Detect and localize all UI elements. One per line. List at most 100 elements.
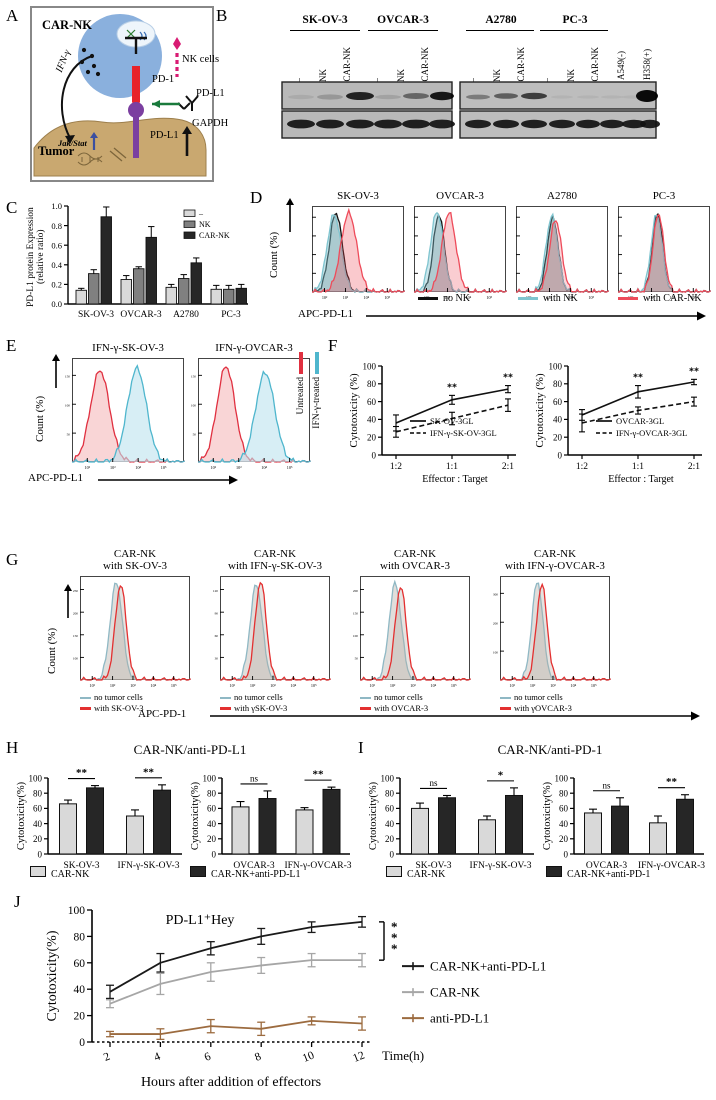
legend-label: with NK [543, 293, 578, 304]
panel-label-D: D [250, 188, 263, 207]
blot-group-a2780: A2780 [485, 14, 517, 26]
flow-title-line1: CAR-NK [253, 548, 297, 560]
svg-text:200: 200 [353, 589, 358, 593]
svg-text:20: 20 [385, 834, 395, 844]
svg-text:ns: ns [429, 778, 438, 788]
flow-title-line2: with IFN-γ-OVCAR-3 [505, 560, 605, 573]
legend-item: with SK-OV-3 [80, 703, 216, 714]
legend-label: Untreated [296, 377, 306, 415]
svg-text:80: 80 [74, 931, 86, 943]
svg-text:80: 80 [33, 789, 43, 799]
label-pd1: PD-1 [152, 74, 175, 85]
svg-text:IFN-γ-SK-OV-3GL: IFN-γ-SK-OV-3GL [430, 428, 497, 438]
flow-plot: CAR-NK with IFN-γ-SK-OV-3 30 60 90 120 10¹ 10² 1… [213, 548, 331, 688]
svg-text:20: 20 [74, 1011, 86, 1023]
panel-i-title: CAR-NK/anti-PD-1 [497, 742, 603, 757]
svg-text:80: 80 [367, 379, 377, 389]
svg-text:10⁵: 10⁵ [171, 683, 177, 688]
svg-text:PC-3: PC-3 [221, 310, 241, 320]
svg-text:1.0: 1.0 [51, 201, 62, 211]
svg-text:SK-OV-3: SK-OV-3 [415, 861, 451, 871]
svg-text:10²: 10² [211, 465, 217, 470]
legend-label: CAR-NK+anti-PD-L1 [211, 869, 301, 880]
svg-text:100: 100 [363, 361, 377, 371]
panel-i-right-chart: 0 20 40 60 80 100 OVCAR-3 ns IFN-γ-OVCAR-3 ** Cyto… [540, 762, 708, 884]
flow-title-line1: CAR-NK [113, 548, 157, 560]
legend-swatch [618, 297, 638, 301]
svg-text:2:1: 2:1 [688, 462, 700, 472]
panel-e-x-arrow-icon [98, 475, 238, 485]
svg-text:10²: 10² [85, 465, 91, 470]
legend-label: CAR-NK+anti-PD-1 [567, 869, 651, 880]
flow-plot: IFN-γ-OVCAR-3 50 100 150 10² 10³ 10⁴ 10⁵ [191, 342, 311, 470]
svg-text:10⁴: 10⁴ [151, 683, 157, 688]
svg-text:150: 150 [65, 375, 70, 379]
legend-item: no NK [418, 293, 470, 304]
legend-item: CAR-NK [386, 866, 445, 880]
svg-text:100: 100 [73, 657, 78, 661]
legend-swatch [518, 297, 538, 301]
blot-group-underline [540, 30, 608, 32]
svg-text:ns: ns [602, 780, 611, 790]
panel-e-legend: Untreated IFN-γ-treated [296, 352, 336, 472]
svg-text:**: ** [633, 373, 643, 384]
svg-text:80: 80 [559, 789, 569, 799]
svg-text:40: 40 [385, 819, 395, 829]
svg-text:150: 150 [73, 634, 78, 638]
svg-text:Cytotoxicity (%): Cytotoxicity (%) [348, 373, 360, 448]
svg-text:1:2: 1:2 [576, 462, 588, 472]
panel-label-A: A [6, 6, 19, 25]
legend-swatch [220, 696, 231, 700]
panel-g-up-arrow-icon [64, 584, 72, 618]
green-arrow-icon [152, 100, 180, 108]
panel-c-chart: 0.0 0.2 0.4 0.6 0.8 1.0 SK-OV-3 OVCAR-3 A2780 PC-… [22, 200, 252, 325]
blot-group-underline [368, 30, 438, 32]
svg-text:OVCAR-3GL: OVCAR-3GL [616, 416, 664, 426]
svg-text:IFN-γ-OVCAR-3GL: IFN-γ-OVCAR-3GL [616, 428, 687, 438]
legend-item: with CAR-NK [618, 293, 702, 304]
jakstat-up-arrow-icon [90, 132, 98, 150]
blot-group-underline [466, 30, 534, 32]
svg-text:IFN-γ-OVCAR-3: IFN-γ-OVCAR-3 [638, 861, 705, 871]
legend-swatch [80, 696, 91, 700]
svg-text:0.8: 0.8 [51, 221, 62, 231]
legend-swatch [418, 297, 438, 301]
svg-text:10⁴: 10⁴ [466, 295, 472, 300]
label-pdl1: PD-L1 [150, 130, 179, 141]
magenta-marker-icon [173, 37, 181, 77]
svg-text:0: 0 [212, 849, 217, 859]
panel-f-right-chart: 0 20 40 60 80 100 1:2 1:1 2:1 ** ** OVCAR-3GL IFN-γ-… [532, 352, 708, 487]
svg-text:10³: 10³ [547, 295, 553, 300]
panel-b-blot: SK-OV-3 OVCAR-3 A2780 PC-3 NK cells – NK… [182, 10, 708, 150]
svg-text:100: 100 [203, 773, 217, 783]
lane-label: CAR-NK [590, 47, 600, 82]
legend-item: no tumor cells [500, 692, 636, 703]
svg-text:8: 8 [253, 1050, 263, 1063]
flow-title-line1: CAR-NK [533, 548, 577, 560]
blot-label-gapdh: GAPDH [192, 118, 229, 129]
svg-text:IFN-γ-SK-OV-3: IFN-γ-SK-OV-3 [470, 861, 532, 871]
legend-swatch [386, 866, 402, 877]
label-jakstat: Jak/Stat [58, 138, 87, 148]
panel-label-J: J [14, 892, 21, 911]
svg-text:CAR-NK: CAR-NK [199, 231, 230, 240]
svg-text:100: 100 [191, 403, 196, 407]
svg-text:10⁵: 10⁵ [451, 683, 457, 688]
legend-item: CAR-NK [30, 866, 89, 880]
blot-group-pc-3: PC-3 [562, 14, 588, 26]
nucleus-dna-icon [126, 29, 147, 41]
flow-legend: no tumor cells with OVCAR-3 [360, 692, 496, 713]
label-car-nk: CAR-NK [42, 18, 92, 32]
svg-text:OVCAR-3: OVCAR-3 [233, 861, 274, 871]
svg-text:10³: 10³ [410, 683, 416, 688]
flow-legend: no tumor cells with γOVCAR-3 [500, 692, 636, 713]
svg-text:100: 100 [65, 403, 70, 407]
legend-item: with γSK-OV-3 [220, 703, 356, 714]
svg-text:4: 4 [152, 1050, 162, 1063]
svg-text:CAR-NK+anti-PD-L1: CAR-NK+anti-PD-L1 [430, 959, 546, 974]
svg-text:CAR-NK: CAR-NK [430, 985, 480, 1000]
legend-swatch [30, 866, 46, 877]
panel-h-title: CAR-NK/anti-PD-L1 [133, 742, 247, 757]
svg-text:SK-OV-3GL: SK-OV-3GL [430, 416, 474, 426]
